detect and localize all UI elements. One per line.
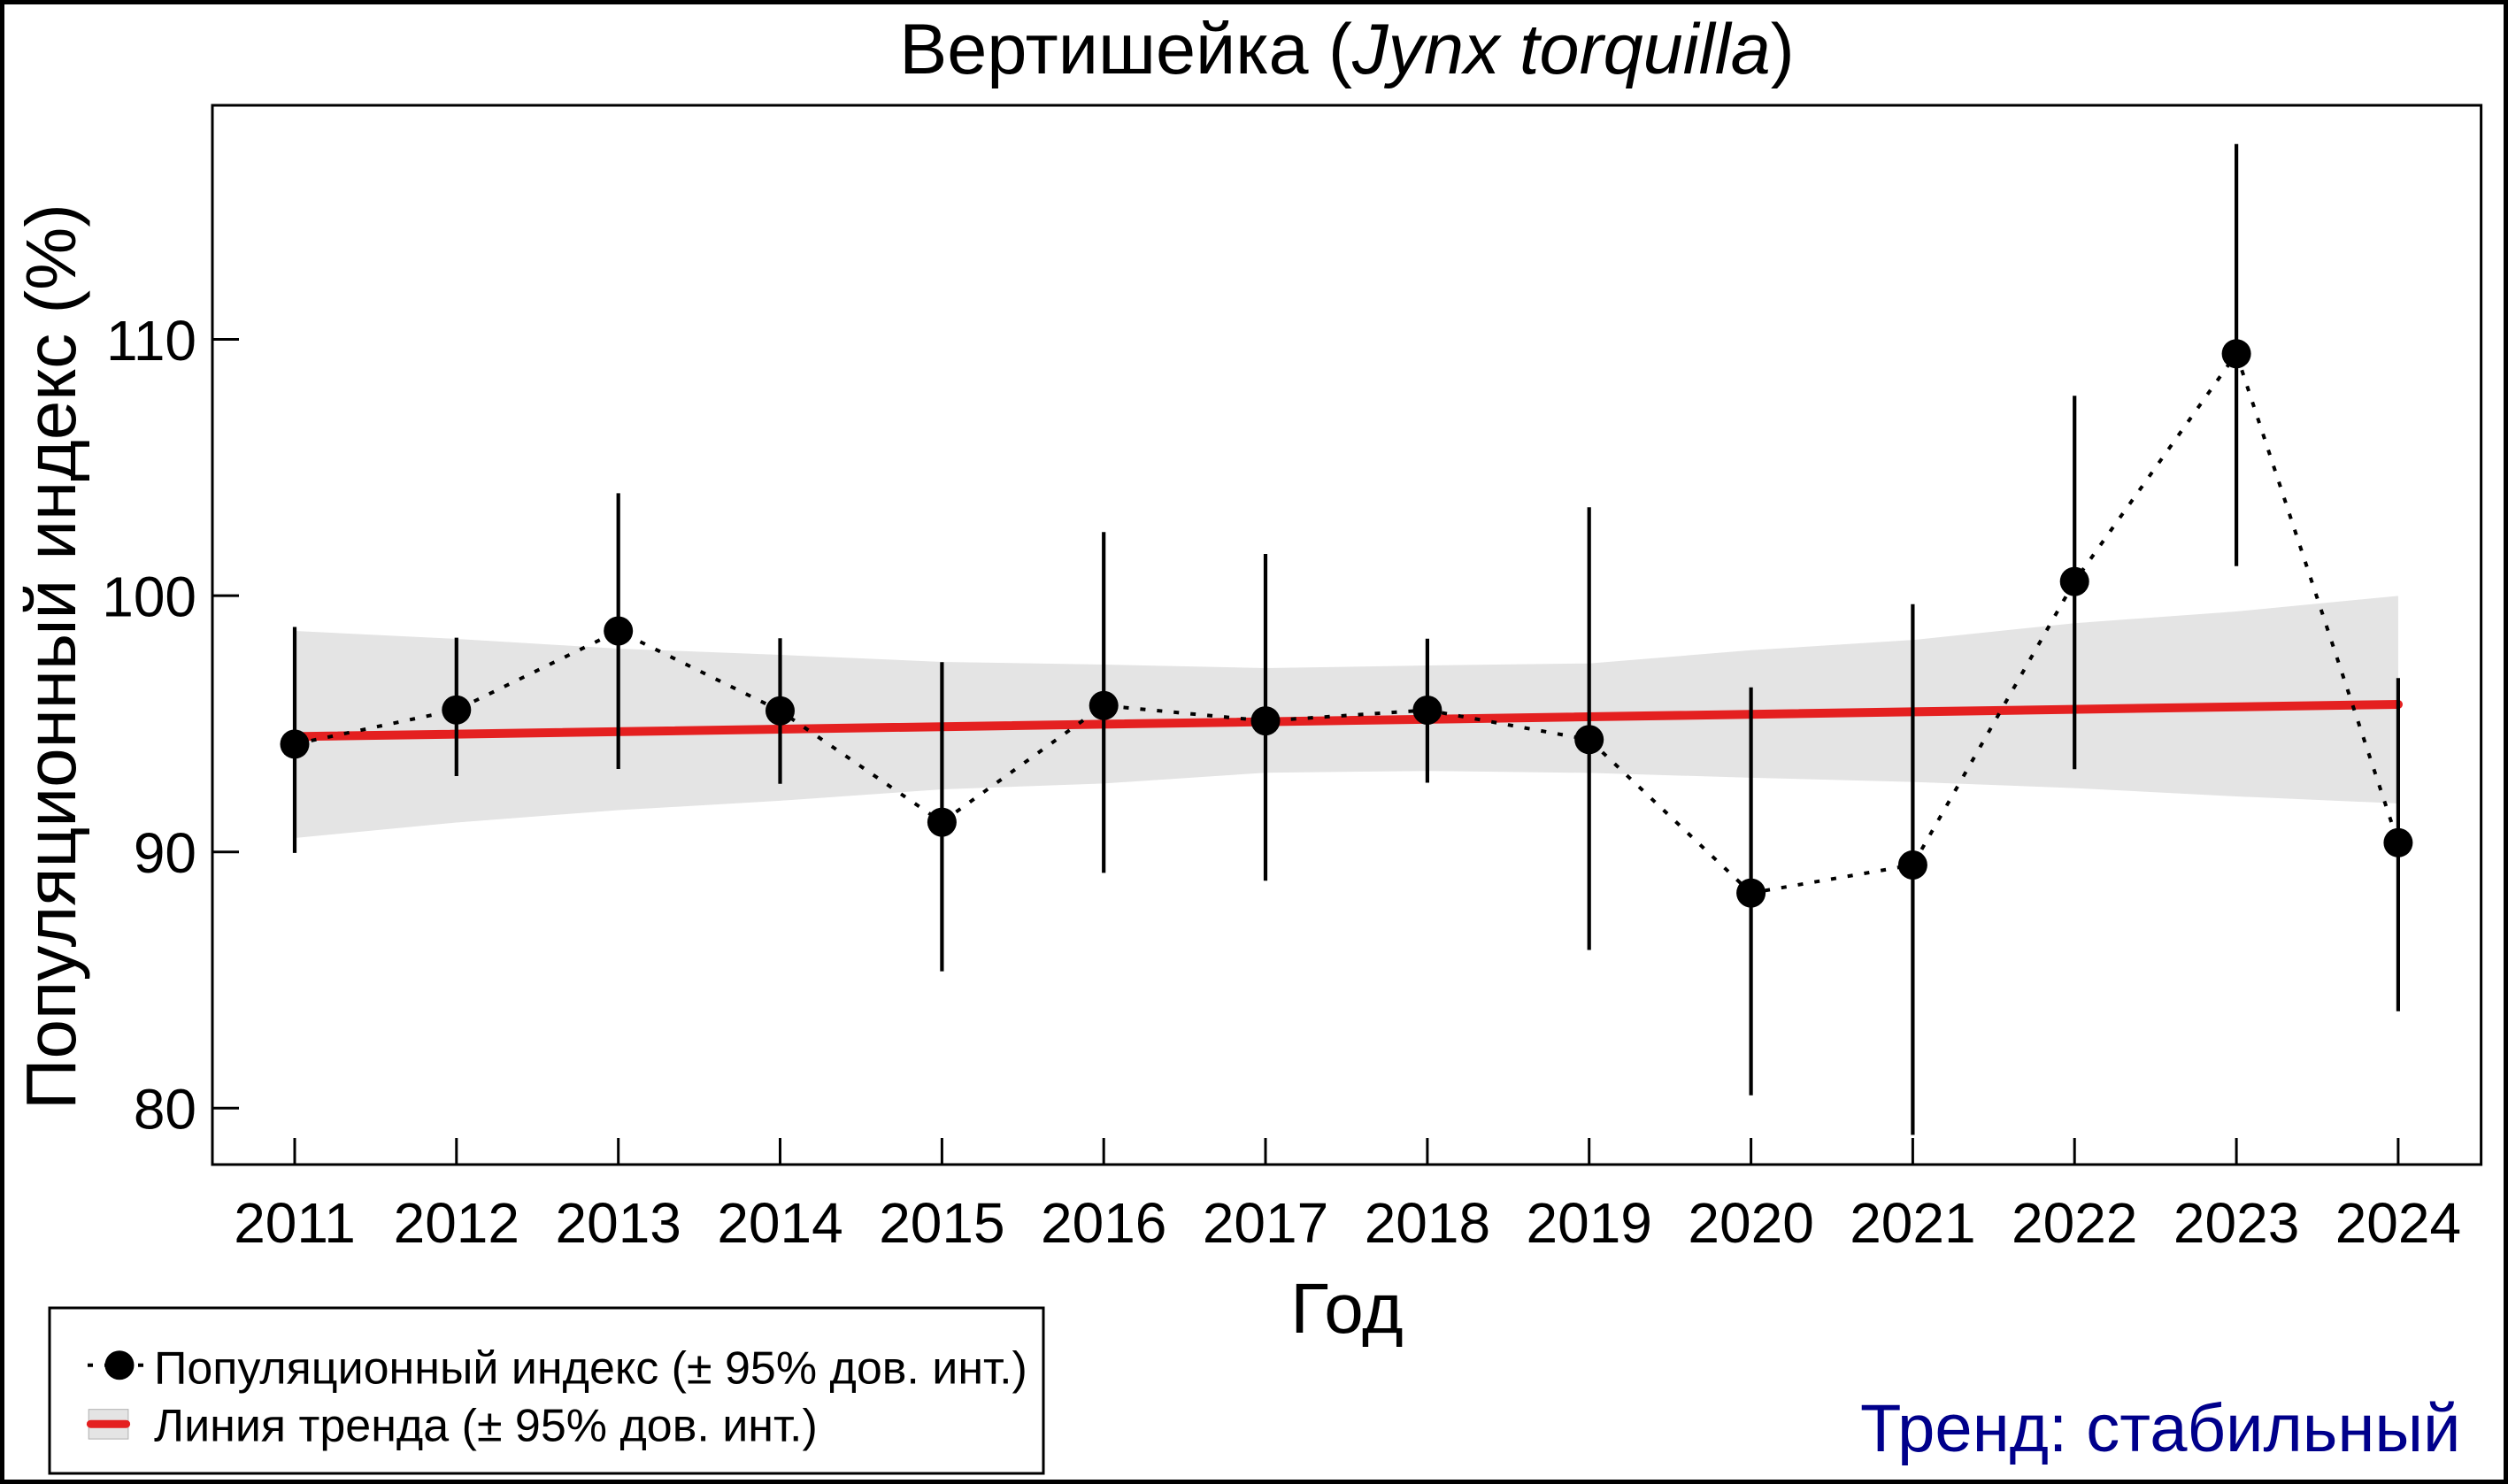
svg-text:2023: 2023 (2173, 1191, 2299, 1255)
svg-text:2012: 2012 (394, 1191, 519, 1255)
svg-text:90: 90 (134, 821, 196, 885)
svg-text:2024: 2024 (2335, 1191, 2461, 1255)
svg-text:2020: 2020 (1688, 1191, 1813, 1255)
svg-text:2013: 2013 (556, 1191, 681, 1255)
svg-text:110: 110 (106, 309, 196, 373)
svg-text:Вертишейка (Jynx torquilla): Вертишейка (Jynx torquilla) (899, 10, 1794, 89)
svg-text:100: 100 (102, 565, 196, 628)
svg-text:2015: 2015 (879, 1191, 1004, 1255)
svg-text:2022: 2022 (2012, 1191, 2137, 1255)
svg-text:2021: 2021 (1850, 1191, 1975, 1255)
svg-text:Год: Год (1290, 1269, 1403, 1348)
svg-text:2019: 2019 (1527, 1191, 1652, 1255)
svg-text:Тренд: стабильный: Тренд: стабильный (1860, 1391, 2460, 1466)
svg-text:Популяционный индекс (± 95% до: Популяционный индекс (± 95% дов. инт.) (154, 1343, 1027, 1395)
svg-text:2017: 2017 (1203, 1191, 1328, 1255)
svg-text:Линия тренда (± 95% дов. инт.): Линия тренда (± 95% дов. инт.) (154, 1400, 818, 1451)
svg-text:Популяционный индекс (%): Популяционный индекс (%) (12, 204, 90, 1110)
svg-text:2016: 2016 (1041, 1191, 1166, 1255)
svg-text:80: 80 (134, 1078, 196, 1142)
svg-text:2018: 2018 (1365, 1191, 1490, 1255)
svg-text:2014: 2014 (717, 1191, 842, 1255)
svg-text:2011: 2011 (234, 1191, 356, 1255)
